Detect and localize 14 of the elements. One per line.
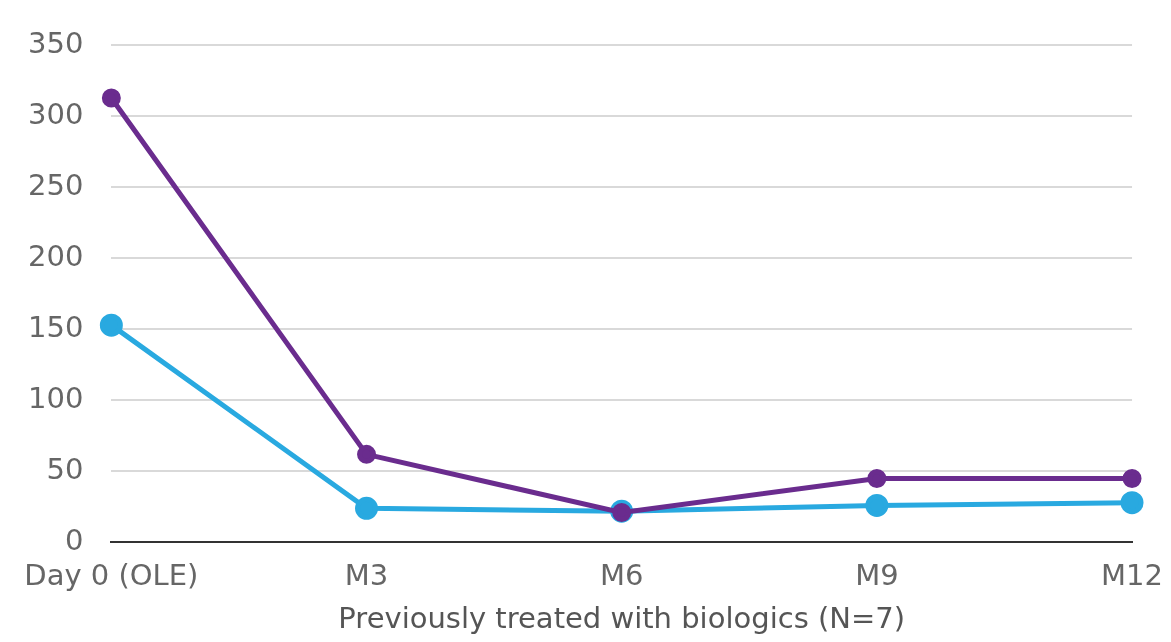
y-tick-label: 350 <box>27 25 84 60</box>
y-tick-label: 100 <box>27 380 84 415</box>
y-tick-label: 0 <box>64 522 84 557</box>
x-axis-title: Previously treated with biologics (N=7) <box>338 601 906 636</box>
y-tick-label: 300 <box>27 96 84 131</box>
x-tick-label: M3 <box>344 558 389 593</box>
x-tick-label: M9 <box>855 558 899 593</box>
x-tick-label: M12 <box>1101 558 1164 593</box>
y-tick-label: 250 <box>27 167 84 202</box>
x-tick-label: Day 0 (OLE) <box>24 558 199 593</box>
x-tick-label: M6 <box>599 558 644 593</box>
y-tick-label: 50 <box>46 451 84 486</box>
y-tick-label: 150 <box>27 309 84 344</box>
y-tick-label: 200 <box>27 238 84 273</box>
